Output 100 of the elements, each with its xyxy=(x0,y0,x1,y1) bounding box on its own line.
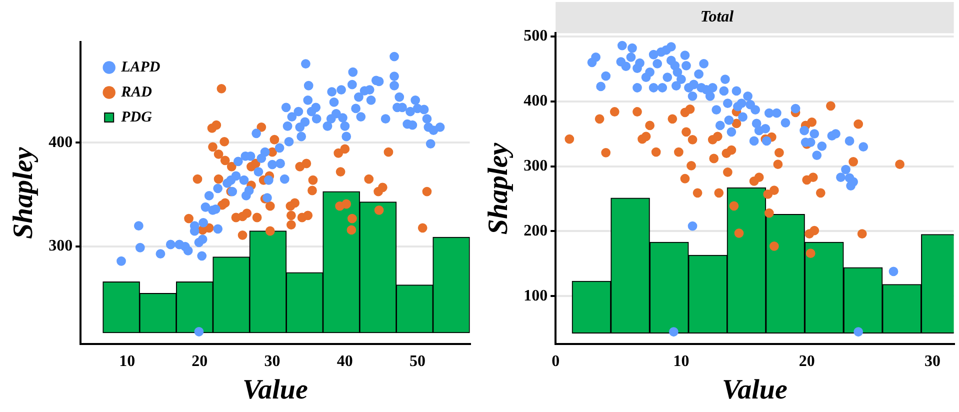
y-tick-label: 500 xyxy=(524,28,548,45)
point xyxy=(769,186,779,196)
point xyxy=(645,120,655,130)
x-tick-label: 20 xyxy=(192,352,208,370)
y-axis-title: Shapley xyxy=(8,146,40,239)
point xyxy=(340,144,350,154)
point xyxy=(895,160,904,170)
point xyxy=(816,188,826,198)
point xyxy=(682,127,691,137)
point xyxy=(308,186,317,196)
point xyxy=(290,198,300,208)
point xyxy=(265,226,275,236)
point xyxy=(854,119,864,129)
point xyxy=(418,223,428,233)
point xyxy=(216,84,226,94)
point xyxy=(270,134,280,144)
point xyxy=(685,104,695,114)
point xyxy=(807,117,817,127)
point xyxy=(242,208,252,218)
y-tick-label: 400 xyxy=(524,92,548,110)
point xyxy=(286,210,296,220)
point xyxy=(220,136,230,146)
point xyxy=(374,206,384,215)
point xyxy=(734,228,744,238)
y-tick-label: 100 xyxy=(524,287,548,304)
point xyxy=(674,147,684,157)
point xyxy=(378,182,388,192)
x-tick-label: 0 xyxy=(552,352,560,370)
point xyxy=(208,142,218,152)
y-tick-label: 200 xyxy=(524,222,548,240)
legend-label: LAPD xyxy=(120,59,160,76)
point xyxy=(769,241,779,251)
point xyxy=(641,132,651,142)
point xyxy=(238,230,248,240)
point xyxy=(712,132,722,142)
point xyxy=(334,148,344,158)
legend-label: PDG xyxy=(121,109,152,126)
x-tick-label: 50 xyxy=(410,352,426,370)
point xyxy=(212,120,222,130)
point xyxy=(364,174,374,184)
y-tick-label: 400 xyxy=(48,134,73,151)
point xyxy=(601,148,611,158)
point xyxy=(336,167,346,177)
x-tick-label: 10 xyxy=(119,352,136,370)
point xyxy=(732,118,742,128)
y-axis-title: Shapley xyxy=(483,142,514,235)
point xyxy=(722,167,732,177)
point xyxy=(384,147,394,157)
legend-label: RAD xyxy=(120,84,152,100)
point xyxy=(226,162,236,172)
point xyxy=(308,175,318,185)
point xyxy=(204,223,214,233)
point xyxy=(346,225,356,235)
point xyxy=(709,154,719,164)
point xyxy=(303,210,313,220)
point xyxy=(342,199,352,209)
x-tick-label: 30 xyxy=(264,352,280,370)
y-tick-label: 300 xyxy=(524,157,548,174)
x-tick-label: 10 xyxy=(673,352,690,370)
point xyxy=(594,114,604,124)
point xyxy=(632,107,642,116)
point xyxy=(610,107,620,116)
point xyxy=(806,248,816,258)
point xyxy=(214,174,224,184)
point xyxy=(256,122,266,132)
point xyxy=(857,229,867,239)
point xyxy=(184,214,194,224)
point xyxy=(422,186,432,196)
point xyxy=(220,156,230,166)
point xyxy=(774,148,784,158)
point xyxy=(692,188,702,198)
point xyxy=(773,160,783,170)
point xyxy=(217,200,227,210)
point xyxy=(192,174,202,184)
x-axis-title: Value xyxy=(722,374,788,406)
x-tick-label: 30 xyxy=(924,352,940,370)
point xyxy=(286,220,296,230)
point xyxy=(808,172,818,182)
point xyxy=(668,114,678,124)
point xyxy=(302,158,312,168)
point xyxy=(214,149,224,159)
point xyxy=(688,134,698,144)
point xyxy=(265,201,275,211)
point xyxy=(564,134,574,144)
point xyxy=(686,160,696,170)
point xyxy=(714,188,724,198)
y-tick-label: 300 xyxy=(48,238,73,255)
point xyxy=(347,214,357,224)
point xyxy=(848,157,858,166)
point xyxy=(764,208,774,218)
point xyxy=(651,147,661,157)
x-axis-title: Value xyxy=(242,374,308,406)
point xyxy=(754,172,764,182)
point xyxy=(826,101,836,111)
point xyxy=(252,212,262,222)
point xyxy=(680,174,690,184)
chart-title: Total xyxy=(700,8,734,26)
x-tick-label: 20 xyxy=(798,352,815,370)
point xyxy=(810,226,820,236)
x-tick-label: 40 xyxy=(336,352,353,370)
